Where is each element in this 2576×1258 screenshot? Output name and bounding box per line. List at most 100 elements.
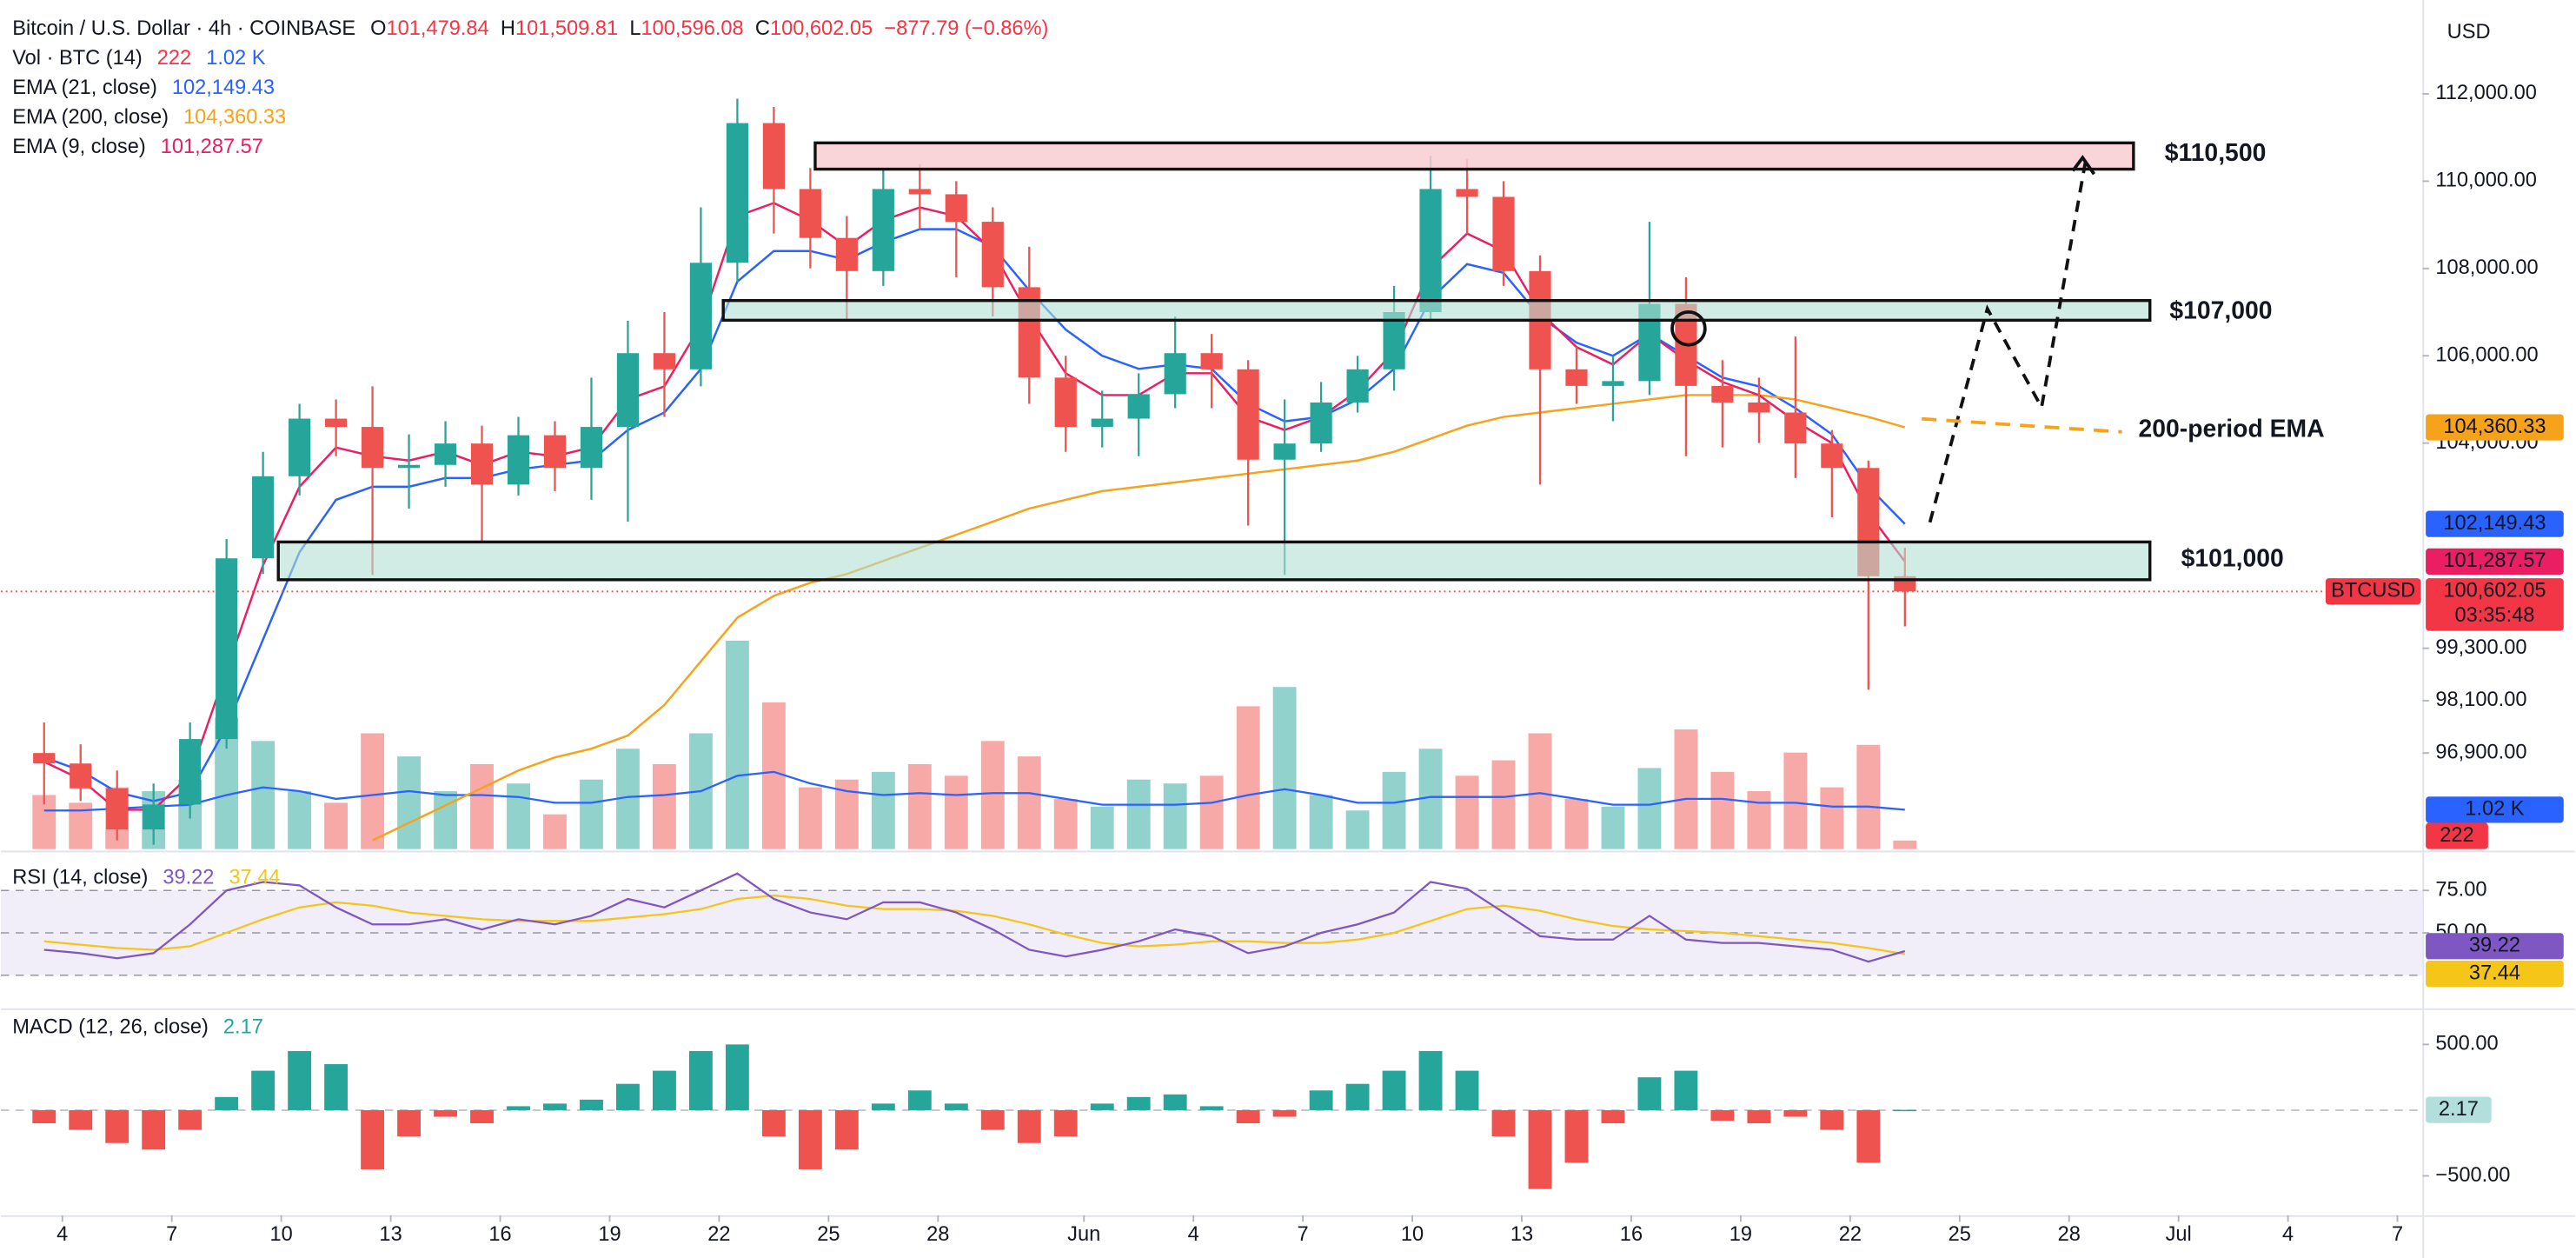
last-price-label: 100,602.05 [2443,580,2546,602]
x-tick-label: 7 [2392,1223,2403,1246]
macd-bar [507,1106,530,1110]
macd-bar [1674,1070,1698,1110]
macd-bar [907,1090,932,1110]
macd-bar [1491,1109,1516,1137]
macd-bar [1601,1109,1625,1124]
x-tick-label: 19 [1730,1223,1752,1246]
candle-body [252,476,275,559]
macd-bar [1455,1070,1479,1110]
macd-bar [434,1109,457,1117]
macd-bar [1017,1109,1041,1143]
volume-bar [1783,752,1808,849]
resistance-zone [813,141,2135,171]
candle-body [762,123,785,190]
candle-body [799,189,821,238]
macd-bar [1418,1050,1443,1110]
candle-body [70,763,92,789]
macd-bar [688,1050,713,1110]
macd-bar [1893,1109,1917,1112]
volume-bar [725,640,749,849]
macd-bar [288,1050,312,1110]
currency-label: USD [2447,21,2491,43]
price-tag [2426,510,2564,537]
volume-legend: Vol · BTC (14) 222 1.02 K [12,47,265,70]
rsi-line [43,872,1906,963]
candle-body [872,189,894,271]
x-tick-label: 7 [166,1223,177,1246]
price-tag [2426,961,2564,988]
price-tag-label: 1.02 K [2465,798,2525,821]
volume-bar [1601,806,1625,849]
macd-bar [653,1070,676,1110]
price-tag-label: 222 [2440,824,2473,847]
macd-bar [1126,1096,1151,1110]
candle-body [434,443,457,465]
volume-bar [1163,783,1187,849]
macd-bar [397,1109,421,1137]
volume-bar [324,802,349,849]
volume-layer [32,640,1917,849]
volume-bar [251,741,276,849]
x-tick-label: Jun [1067,1223,1100,1246]
ohlc-key: H [501,17,515,40]
volume-bar [1126,779,1151,849]
x-tick-label: 16 [488,1223,511,1246]
legend-name: MACD (12, 26, close) [12,1016,209,1039]
ema-line [43,228,1906,802]
volume-bar [1747,791,1771,849]
candle-body [653,353,676,369]
legend-name: EMA (9, close) [12,136,146,158]
candle-body [835,237,858,271]
rsi-ma-line [43,894,1905,955]
symbol-title: Bitcoin / U.S. Dollar · 4h · COINBASE [12,17,355,40]
overlay-layer [0,202,2423,842]
macd-bar [944,1103,968,1110]
macd-bar [1382,1070,1406,1110]
symbol-tag [2325,578,2421,605]
volume-ma-line [43,770,1905,812]
volume-bar [1820,787,1844,849]
macd-bar [871,1103,895,1110]
candle-body [1602,381,1624,386]
macd-bar [1783,1109,1808,1117]
volume-bar [1017,756,1041,849]
x-tick-label: 4 [2282,1223,2294,1246]
volume-bar [507,783,530,849]
y-tick-label: 98,100.00 [2435,689,2526,711]
candle-body [1127,394,1150,419]
x-tick-label: 28 [2058,1223,2081,1246]
macd-legend: MACD (12, 26, close) 2.17 [12,1016,263,1039]
candle-body [981,222,1004,288]
price-tag-label: 37.44 [2469,962,2520,984]
legend: Bitcoin / U.S. Dollar · 4h · COINBASE O10… [12,17,1048,1039]
candle-body [945,194,967,223]
volume-bar [944,775,968,849]
macd-bar [1856,1109,1881,1163]
x-tick-label: 22 [1839,1223,1862,1246]
volume-bar [1893,840,1917,849]
candle-body [1273,443,1296,460]
volume-bar [397,756,421,849]
candle-body [507,435,530,485]
volume-bar [653,763,676,849]
volume-bar [871,771,895,849]
volume-bar [1199,775,1224,849]
volume-bar [434,791,457,849]
candle-body [325,418,348,428]
volume-bar [288,791,312,849]
macd-bar [1236,1109,1260,1124]
ohlc-key: L [629,17,641,40]
rsi-legend: RSI (14, close) 39.22 37.44 [12,867,280,889]
macd-bar [1345,1083,1370,1110]
macd-bar [1090,1103,1114,1110]
macd-bar [580,1099,603,1110]
volume-bar [798,787,822,849]
legend-value: 101,287.57 [161,136,263,158]
volume-bar [1674,729,1698,849]
volume-bar [1564,798,1589,849]
volume-bar [1528,733,1552,849]
ema-line [43,202,1906,811]
volume-bar [761,702,786,849]
